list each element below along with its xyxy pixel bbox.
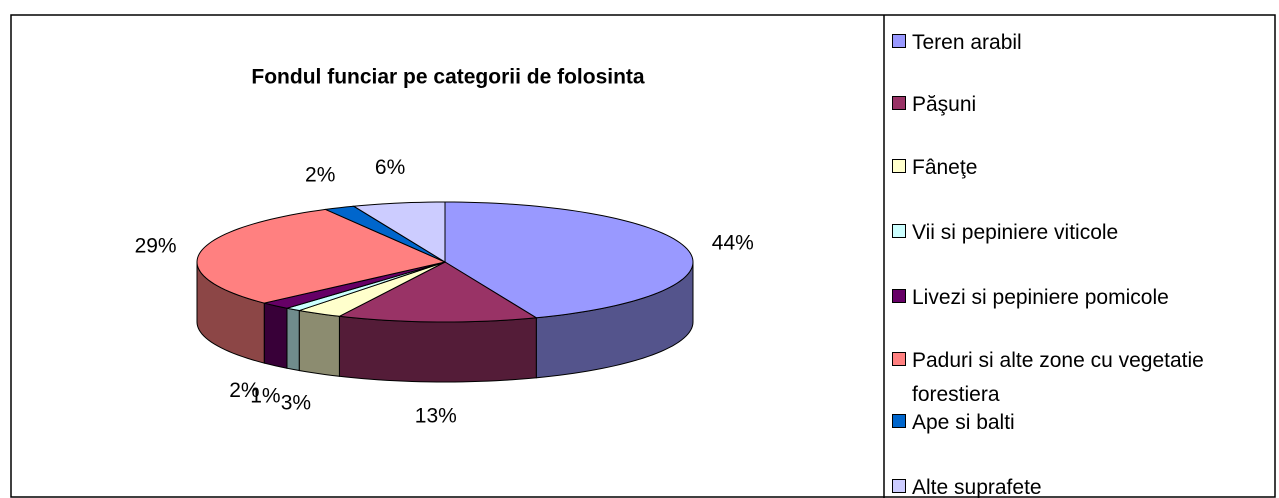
legend-swatch [892, 159, 906, 173]
legend-swatch [892, 414, 906, 428]
data-label: 13% [415, 405, 457, 428]
legend-item: Paduri si alte zone cu vegetatie foresti… [892, 344, 1272, 412]
data-label: 2% [229, 379, 259, 402]
data-label: 2% [305, 164, 335, 187]
legend-item: Vii si pepiniere viticole [892, 216, 1272, 250]
legend-swatch [892, 224, 906, 238]
legend-swatch [892, 352, 906, 366]
legend-item: Ape si balti [892, 406, 1272, 440]
legend-swatch [892, 34, 906, 48]
legend-label: Păşuni [912, 93, 977, 116]
pie-slice [352, 201, 446, 263]
pie-side [298, 309, 340, 377]
legend-item: Teren arabil [892, 26, 1272, 60]
pie-side [286, 307, 300, 372]
legend-label: Fâneţe [912, 156, 978, 179]
legend-swatch [892, 479, 906, 493]
chart-title: Fondul funciar pe categorii de folosinta [251, 66, 645, 89]
legend-item: Alte suprafete [892, 471, 1272, 498]
legend-label: Paduri si alte zone cu vegetatie foresti… [912, 349, 1204, 406]
legend-item: Fâneţe [892, 151, 1272, 185]
legend-label: Teren arabil [912, 31, 1022, 54]
pie-slice [337, 261, 538, 323]
data-label: 1% [250, 385, 280, 408]
legend-item: Livezi si pepiniere pomicole [892, 281, 1272, 315]
legend-label: Vii si pepiniere viticole [912, 221, 1119, 244]
pie-side [263, 302, 288, 369]
data-label: 6% [375, 156, 405, 179]
data-label: 44% [712, 232, 754, 255]
legend-swatch [892, 96, 906, 110]
legend-label: Ape si balti [912, 411, 1015, 434]
legend-swatch [892, 289, 906, 303]
legend-label: Alte suprafete [912, 476, 1042, 498]
data-label: 29% [135, 235, 177, 258]
legend-item: Păşuni [892, 88, 1272, 122]
pie-slice [196, 208, 447, 304]
pie-side [338, 315, 537, 383]
legend-label: Livezi si pepiniere pomicole [912, 286, 1169, 309]
pie-slice [299, 261, 446, 317]
data-label: 3% [281, 391, 311, 414]
pie-slice [444, 201, 694, 319]
